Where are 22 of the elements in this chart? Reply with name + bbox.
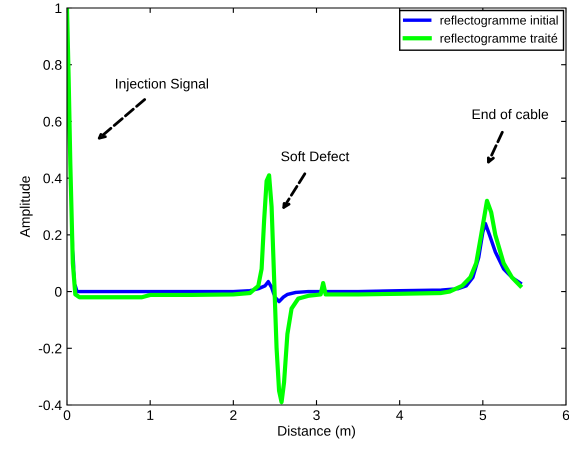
annotation: End of cable (472, 108, 548, 120)
y-tick-label: 0 (54, 286, 62, 297)
y-tick-label: -0.2 (38, 344, 62, 354)
y-tick-label: 0.6 (43, 116, 62, 127)
y-tick-label: 1 (55, 3, 62, 14)
x-tick-label: 1 (147, 410, 154, 420)
annotation: Soft Defect (281, 151, 350, 162)
x-axis-title: Distance (m) (278, 426, 355, 439)
y-axis-title: Amplitude (20, 176, 33, 238)
x-tick-label: 6 (562, 410, 569, 420)
annotation: Injection Signal (116, 78, 208, 92)
x-tick-label: 2 (230, 410, 236, 420)
y-tick-label: -0.4 (38, 400, 62, 410)
legend-label: reflectogramme traité (440, 33, 558, 46)
x-tick-label: 4 (396, 410, 404, 420)
x-tick-label: 0 (64, 410, 70, 420)
x-tick-label: 3 (313, 410, 320, 420)
y-tick-label: 0.2 (43, 230, 62, 240)
y-tick-label: 0.8 (43, 60, 62, 70)
y-tick-label: 0.4 (43, 173, 62, 184)
legend-label: reflectogramme initial (440, 16, 558, 28)
x-tick-label: 5 (480, 410, 486, 420)
